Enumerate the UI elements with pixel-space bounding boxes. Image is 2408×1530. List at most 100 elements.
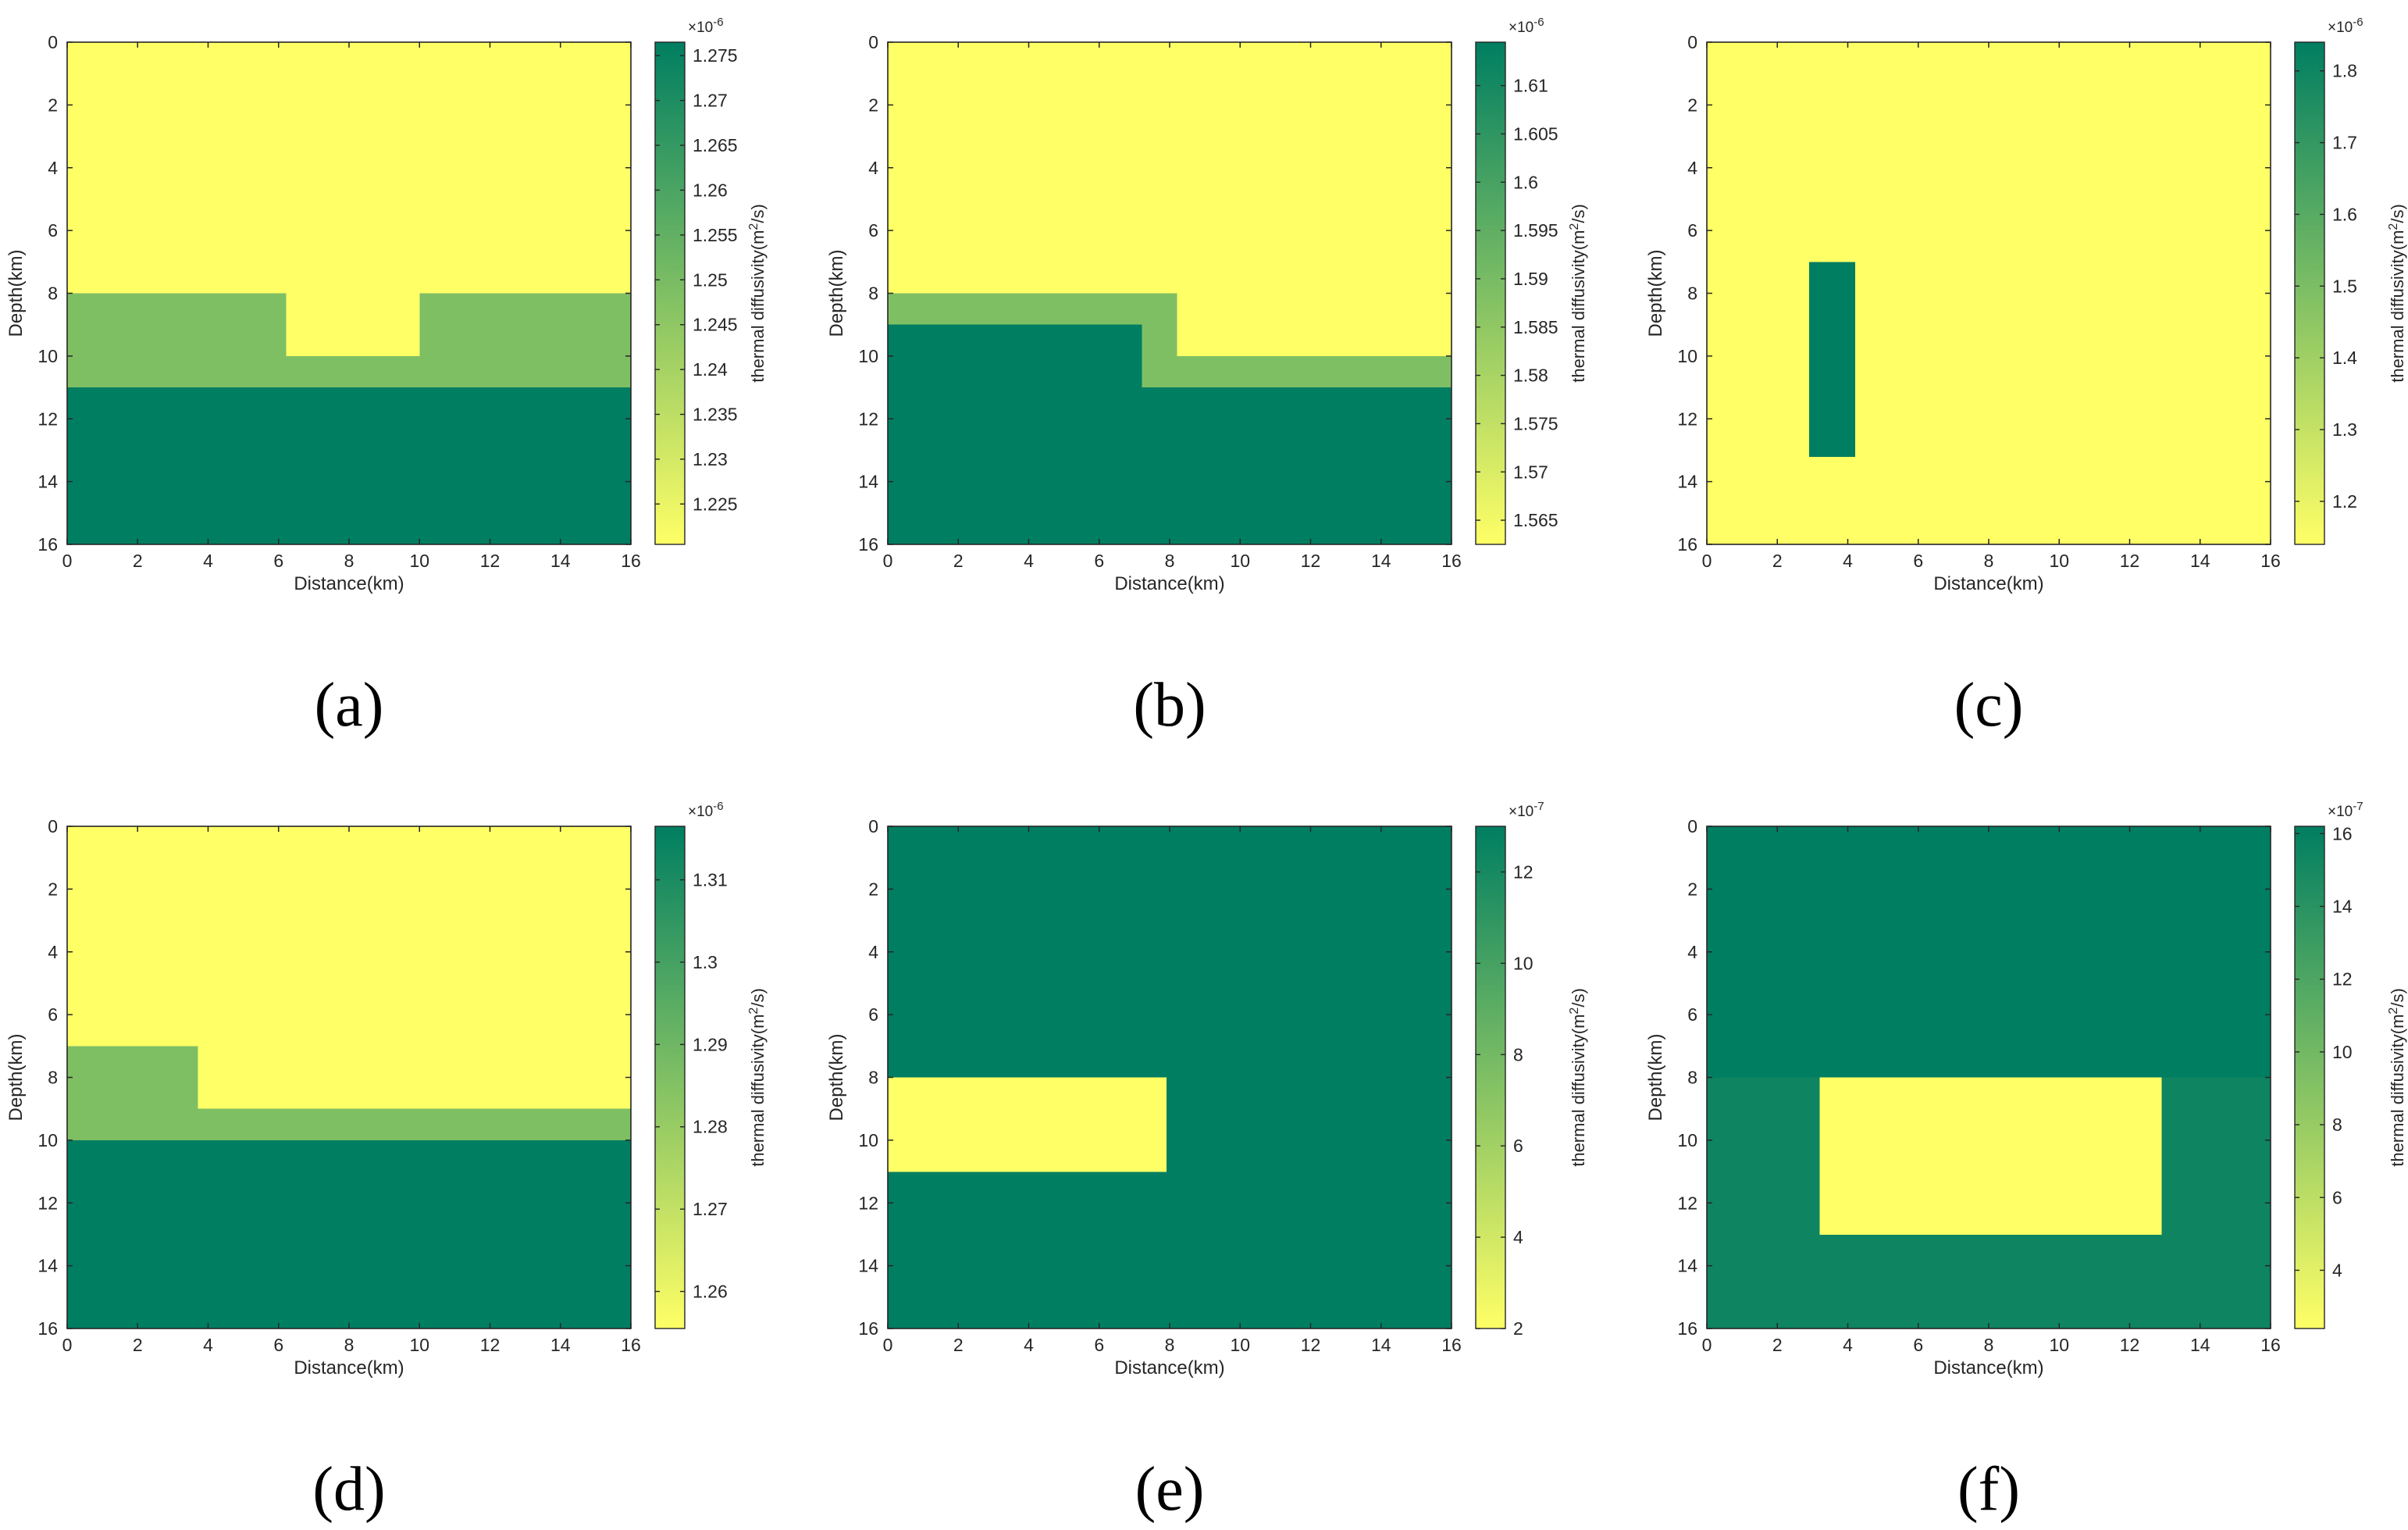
- heatmap-plot: [888, 826, 1452, 1329]
- y-tick-label: 12: [1677, 1193, 1697, 1213]
- heatmap-region: [67, 387, 632, 545]
- x-tick-label: 14: [1371, 1335, 1391, 1355]
- x-tick-label: 4: [1843, 1335, 1853, 1355]
- x-tick-label: 12: [1301, 551, 1321, 571]
- colorbar-exponent-power: -6: [1533, 16, 1544, 29]
- colorbar-tick-label: 1.23: [693, 449, 728, 469]
- x-tick-label: 16: [1441, 1335, 1462, 1355]
- colorbar-tick-label: 1.255: [693, 225, 738, 245]
- x-tick-label: 16: [2260, 1335, 2281, 1355]
- x-tick-label: 14: [550, 551, 571, 571]
- panel-caption: (b): [1133, 671, 1206, 740]
- panel-a: 0 2 4 6 8 10 12 14 160246810121416Distance(km)De…: [5, 16, 768, 740]
- y-tick-label: 4: [868, 942, 878, 962]
- y-tick-label: 12: [37, 1193, 58, 1213]
- colorbar-exponent-power: -6: [713, 16, 723, 29]
- x-axis-label: Distance(km): [1933, 573, 2043, 594]
- y-tick-label: 8: [48, 1068, 58, 1088]
- colorbar-tick-label: 1.275: [693, 45, 738, 66]
- x-tick-label: 8: [344, 551, 354, 571]
- x-tick-label: 2: [133, 1335, 143, 1355]
- heatmap-plot: [888, 42, 1452, 545]
- x-tick-label: 6: [1094, 1335, 1104, 1355]
- panel-caption: (c): [1954, 671, 2024, 740]
- y-tick-label: 4: [48, 158, 58, 178]
- colorbar: [2294, 41, 2325, 545]
- y-tick-label: 16: [37, 1318, 58, 1339]
- y-tick-label: 0: [48, 816, 58, 836]
- colorbar-exponent: ×10-6: [1509, 16, 1544, 36]
- colorbar-tick-label: 8: [1513, 1044, 1523, 1065]
- heatmap-region: [67, 293, 287, 388]
- panel-e: 0 2 4 6 8 10 12 14 160246810121416Distance(km)De…: [826, 800, 1588, 1524]
- colorbar: [1475, 826, 1506, 1329]
- x-tick-label: 4: [203, 1335, 213, 1355]
- panel-d: 0 2 4 6 8 10 12 14 160246810121416Distance(km)De…: [5, 800, 768, 1524]
- colorbar-tick-label: 1.5: [2332, 276, 2357, 296]
- y-tick-label: 10: [1677, 346, 1697, 366]
- colorbar-label-sup: 2: [2387, 223, 2400, 230]
- colorbar-tick-label: 12: [1513, 861, 1533, 882]
- colorbar-tick-label: 1.265: [693, 135, 738, 155]
- x-tick-label: 2: [953, 551, 964, 571]
- heatmap-region: [888, 1077, 1167, 1172]
- y-tick-label: 8: [868, 1068, 878, 1088]
- colorbar: [1475, 41, 1506, 545]
- x-tick-label: 8: [1165, 1335, 1175, 1355]
- y-tick-label: 8: [868, 284, 878, 304]
- x-tick-label: 8: [344, 1335, 354, 1355]
- colorbar-tick-label: 4: [1513, 1227, 1523, 1247]
- heatmap-region: [1808, 262, 1856, 457]
- colorbar-tick-label: 1.7: [2332, 133, 2357, 153]
- heatmap-region: [197, 1108, 632, 1141]
- heatmap-region: [1707, 42, 2271, 545]
- x-tick-label: 8: [1165, 551, 1175, 571]
- colorbar-tick-label: 1.59: [1513, 269, 1548, 289]
- colorbar-label-main: thermal diffusivity(m: [1569, 1015, 1588, 1167]
- y-tick-label: 0: [868, 816, 878, 836]
- colorbar-tick-label: 1.8: [2332, 61, 2357, 81]
- colorbar-tick-label: 1.25: [693, 269, 728, 290]
- y-tick-label: 0: [1687, 816, 1697, 836]
- colorbar-label-end: /s): [748, 204, 768, 223]
- y-axis-label: Depth(km): [1645, 1033, 1666, 1121]
- y-tick-label: 14: [1677, 1256, 1697, 1276]
- x-tick-label: 0: [62, 551, 73, 571]
- y-tick-label: 6: [1687, 220, 1697, 241]
- colorbar-label: thermal diffusivity(m2/s): [2387, 988, 2407, 1167]
- colorbar-label: thermal diffusivity(m2/s): [1568, 204, 1588, 383]
- colorbar-tick-label: 1.565: [1513, 510, 1558, 530]
- colorbar-label: thermal diffusivity(m2/s): [1568, 988, 1588, 1167]
- y-tick-label: 8: [1687, 284, 1697, 304]
- x-tick-label: 12: [2120, 551, 2140, 571]
- x-tick-label: 2: [1772, 551, 1783, 571]
- y-tick-label: 2: [48, 879, 58, 899]
- x-tick-label: 8: [1984, 1335, 1994, 1355]
- x-tick-label: 0: [1702, 1335, 1712, 1355]
- colorbar-exponent: ×10-6: [688, 16, 724, 36]
- colorbar-label-sup: 2: [2387, 1008, 2400, 1015]
- x-tick-label: 14: [550, 1335, 571, 1355]
- x-tick-label: 6: [1913, 551, 1923, 571]
- x-axis-label: Distance(km): [294, 1357, 404, 1378]
- heatmap-region: [1141, 355, 1452, 388]
- colorbar-tick-label: 1.2: [2332, 491, 2357, 512]
- heatmap-plot: [67, 826, 632, 1329]
- colorbar-label-main: thermal diffusivity(m: [2388, 230, 2407, 383]
- colorbar-exponent-power: -6: [713, 800, 723, 813]
- colorbar-exponent-power: -7: [1533, 800, 1544, 813]
- colorbar-tick-label: 1.28: [693, 1117, 728, 1137]
- heatmap-region: [1141, 324, 1177, 357]
- x-tick-label: 4: [1843, 551, 1853, 571]
- colorbar-tick-label: 12: [2332, 969, 2353, 990]
- colorbar-tick-label: 1.4: [2332, 348, 2357, 368]
- colorbar-tick-label: 1.29: [693, 1034, 728, 1054]
- x-tick-label: 16: [621, 1335, 641, 1355]
- x-tick-label: 8: [1984, 551, 1994, 571]
- x-axis-label: Distance(km): [1933, 1357, 2043, 1378]
- colorbar-tick-label: 1.3: [2332, 419, 2357, 440]
- x-axis-label: Distance(km): [1114, 1357, 1224, 1378]
- y-tick-label: 2: [1687, 95, 1697, 115]
- colorbar-label: thermal diffusivity(m2/s): [2387, 204, 2407, 383]
- y-tick-label: 6: [868, 1004, 878, 1025]
